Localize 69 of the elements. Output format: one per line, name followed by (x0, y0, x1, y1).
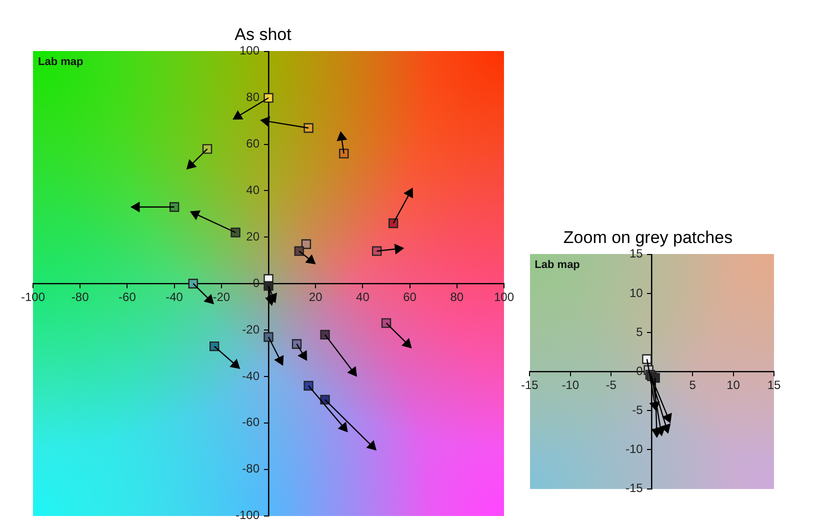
point (372, 246, 382, 256)
chart-title: Zoom on grey patches (563, 228, 733, 247)
y-tick-label: 100 (239, 44, 260, 58)
y-tick-label: 15 (629, 246, 644, 261)
point (292, 339, 302, 349)
point (233, 110, 243, 120)
point (642, 354, 652, 364)
chart-title: As shot (234, 24, 292, 44)
x-tick-label: 15 (767, 378, 781, 392)
point (294, 246, 304, 256)
point (274, 355, 284, 366)
y-tick-label: 60 (246, 136, 260, 151)
x-tick-label: 80 (450, 290, 464, 304)
y-tick-label: -60 (242, 415, 260, 430)
x-tick-label: -60 (118, 290, 136, 304)
point (260, 116, 270, 126)
point (339, 148, 349, 158)
point (298, 350, 308, 360)
point (388, 218, 398, 228)
point (169, 202, 180, 212)
x-tick-label: -40 (166, 290, 184, 304)
x-tick-label: -15 (521, 378, 539, 392)
x-tick-label: -100 (20, 290, 46, 304)
y-tick-label: -10 (625, 442, 644, 456)
point (402, 338, 412, 348)
x-tick-label: -20 (212, 290, 230, 304)
x-tick-label: 5 (689, 378, 696, 392)
y-tick-label: -5 (632, 402, 644, 417)
point (188, 278, 198, 288)
point (394, 244, 404, 254)
point (306, 254, 316, 264)
point (348, 366, 357, 376)
y-tick-label: -20 (242, 322, 260, 336)
point (662, 413, 672, 423)
x-tick-label: 100 (494, 290, 514, 304)
x-tick-label: 40 (356, 290, 370, 304)
x-tick-label: 10 (726, 378, 740, 392)
point (304, 380, 314, 391)
point (320, 330, 330, 340)
point (131, 202, 140, 212)
x-tick-label: 20 (308, 290, 323, 304)
y-tick-label: -80 (242, 462, 260, 476)
point (336, 132, 347, 142)
point (210, 341, 220, 352)
point (301, 239, 312, 249)
point (230, 359, 240, 369)
point (264, 93, 274, 103)
point (650, 401, 660, 411)
y-tick-label: 40 (246, 183, 260, 198)
y-tick-label: 20 (246, 229, 260, 244)
point (338, 422, 348, 432)
annotation: Lab map (38, 56, 84, 68)
point (404, 188, 414, 198)
point (204, 294, 214, 304)
y-tick-label: -40 (242, 368, 260, 383)
annotation: Lab map (534, 258, 580, 271)
point (186, 160, 196, 170)
x-tick-label: -80 (71, 290, 90, 304)
x-tick-label: 60 (403, 290, 417, 304)
x-tick-label: -5 (606, 378, 617, 392)
point (366, 440, 376, 450)
y-tick-label: 5 (636, 324, 644, 339)
point (230, 228, 240, 238)
x-tick-label: -10 (562, 378, 580, 392)
point (268, 292, 277, 303)
y-tick-label: -15 (625, 481, 644, 496)
y-tick-label: 80 (246, 90, 260, 104)
point (304, 123, 314, 133)
point (190, 210, 200, 220)
